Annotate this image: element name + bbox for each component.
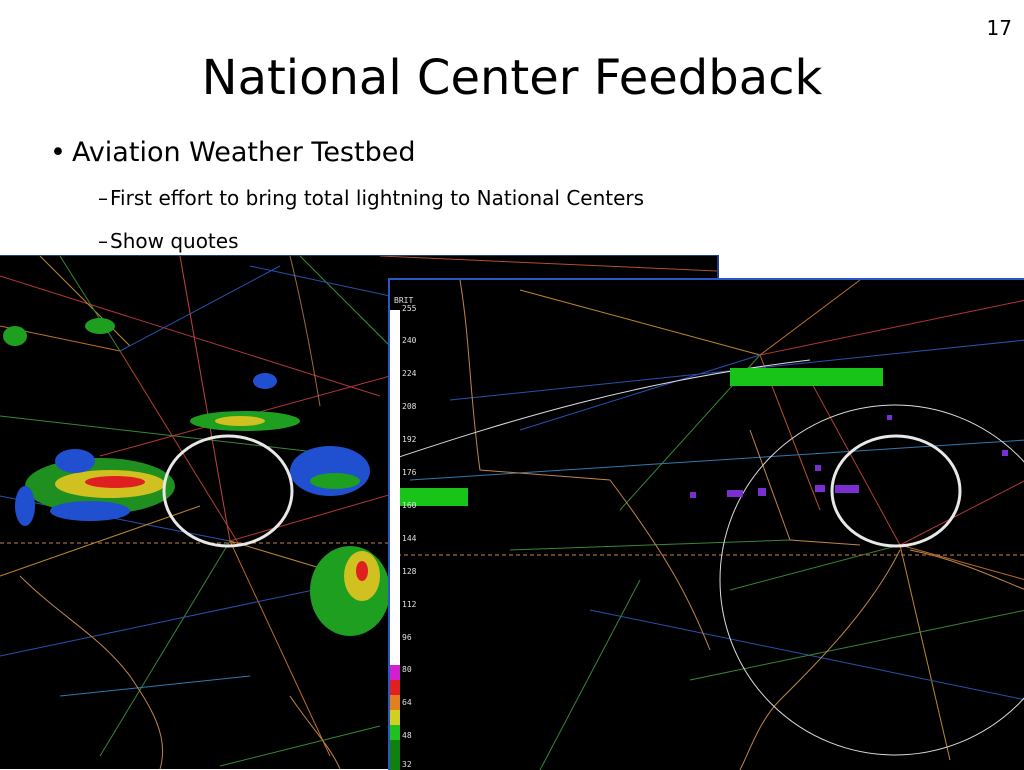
colorbar-tick: 208 [402, 402, 417, 411]
sub-bullet-text: Show quotes [110, 229, 239, 253]
colorbar-tick: 224 [402, 369, 417, 378]
colorbar-tick: 96 [402, 633, 412, 642]
colorbar-label: BRIT [394, 296, 414, 305]
bullet-dot-icon: • [50, 137, 66, 168]
sub-bullet-2: – Show quotes [98, 229, 239, 253]
colorbar-tick: 128 [402, 567, 417, 576]
colorbar-tick: 48 [402, 731, 412, 740]
dash-icon: – [98, 186, 108, 210]
colorbar-tick: 32 [402, 760, 412, 769]
colorbar-tick: 255 [402, 304, 417, 313]
colorbar-tick: 80 [402, 665, 412, 674]
slide-number: 17 [986, 16, 1012, 40]
sub-bullet-text: First effort to bring total lightning to… [110, 186, 645, 210]
colorbar-tick: 192 [402, 435, 417, 444]
colorbar-tick: 160 [402, 501, 417, 510]
colorbar-tick: 144 [402, 534, 417, 543]
radar-brightness-image: BRIT 255 240 224 208 192 176 160 144 128… [388, 278, 1024, 770]
colorbar-tick: 176 [402, 468, 417, 477]
bullet-text: Aviation Weather Testbed [71, 137, 416, 168]
colorbar-tick: 112 [402, 600, 417, 609]
colorbar-tick: 240 [402, 336, 417, 345]
slide-title: National Center Feedback [201, 50, 823, 106]
colorbar-tick: 64 [402, 698, 412, 707]
bullet-level-1: • Aviation Weather Testbed [50, 137, 415, 168]
sub-bullet-1: – First effort to bring total lightning t… [98, 186, 644, 210]
dash-icon: – [98, 229, 108, 253]
radar-right-graphic [390, 280, 1024, 770]
